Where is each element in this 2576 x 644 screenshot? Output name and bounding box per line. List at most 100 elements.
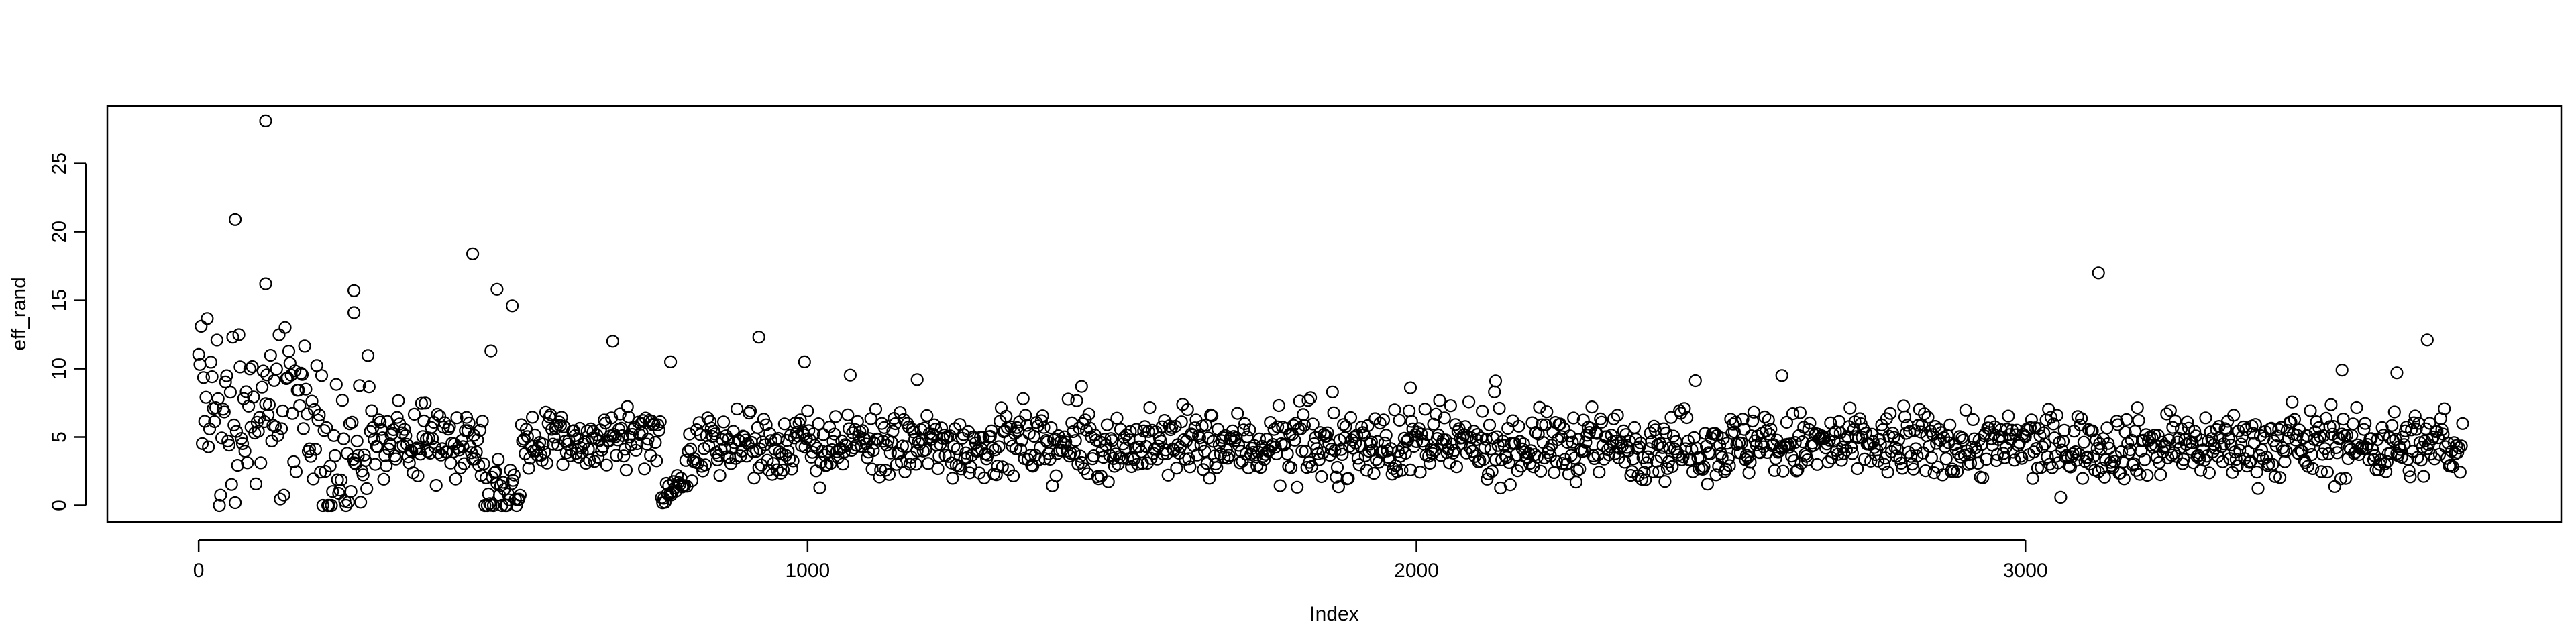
data-point (1390, 465, 1404, 478)
outlier-point (1775, 369, 1788, 382)
data-point (515, 418, 528, 431)
data-point (752, 461, 765, 474)
data-point (231, 458, 244, 472)
data-point (786, 454, 800, 468)
data-point (1580, 429, 1594, 442)
data-point (210, 333, 223, 347)
data-point (1110, 411, 1124, 425)
data-point (2284, 415, 2298, 429)
data-point (1312, 453, 1326, 466)
data-point (2038, 437, 2051, 451)
data-point (1762, 413, 1775, 427)
data-point (1081, 467, 1095, 480)
data-point (1737, 423, 1751, 436)
data-point (1713, 438, 1727, 452)
data-point (492, 453, 505, 466)
data-point (1006, 439, 1019, 453)
data-point (2328, 480, 2341, 493)
data-point (1786, 407, 1800, 421)
y-tick-label: 10 (48, 358, 70, 380)
data-point (1336, 447, 1349, 462)
data-point (846, 426, 859, 439)
data-point (773, 445, 786, 459)
data-point (1315, 470, 1328, 484)
data-point (1059, 435, 1073, 449)
data-point (908, 433, 922, 446)
data-point (1124, 425, 1137, 438)
data-point (1776, 464, 1790, 478)
data-point (1126, 451, 1140, 465)
data-point (1377, 413, 1391, 427)
data-point (1864, 454, 1878, 468)
data-point (2069, 445, 2082, 459)
data-point (698, 458, 712, 472)
data-point (2279, 444, 2293, 458)
data-point (2278, 455, 2292, 468)
data-point (879, 464, 892, 477)
data-point (1415, 427, 1428, 441)
y-axis: 0 5 10 15 20 25 (48, 152, 87, 511)
data-point (249, 477, 263, 491)
data-point (867, 443, 880, 458)
data-point (1769, 451, 1782, 466)
data-point (629, 443, 643, 457)
data-point (1316, 446, 1330, 460)
data-point (1427, 417, 1440, 431)
data-point (1569, 475, 1582, 489)
data-point (1639, 473, 1652, 486)
data-point (1445, 437, 1458, 451)
data-point (1264, 415, 1277, 429)
data-point (730, 402, 744, 416)
data-point (1462, 395, 1476, 409)
data-point (1271, 420, 1285, 433)
data-point (1821, 455, 1835, 469)
data-point (583, 453, 596, 467)
data-point (2251, 482, 2265, 495)
data-point (1009, 442, 1022, 455)
data-point (2324, 398, 2338, 411)
data-point (477, 457, 490, 471)
data-point (1554, 417, 1567, 431)
data-point (692, 416, 706, 429)
data-point (1835, 453, 1848, 467)
data-point (1155, 420, 1169, 433)
data-point (1788, 435, 1802, 449)
data-point (320, 421, 333, 435)
data-point (270, 362, 283, 376)
data-point (1897, 399, 1911, 413)
data-point (855, 424, 869, 437)
data-point (828, 427, 841, 441)
data-point (2014, 449, 2027, 463)
data-point (804, 450, 818, 464)
data-point (1522, 447, 1536, 460)
data-point (2214, 440, 2229, 453)
data-point (1836, 440, 1849, 454)
data-point (776, 463, 790, 477)
data-point (2188, 425, 2202, 438)
data-point (2026, 472, 2039, 485)
x-tick-label: 0 (193, 559, 205, 582)
data-point (2102, 437, 2115, 450)
data-point (2288, 413, 2301, 426)
data-point (2141, 468, 2154, 482)
data-point (2377, 429, 2390, 442)
data-point (2237, 420, 2250, 434)
data-point (2456, 417, 2469, 430)
data-point (2042, 402, 2055, 416)
data-point (888, 417, 902, 431)
data-point (367, 433, 381, 446)
data-point (496, 476, 510, 489)
data-point (1990, 453, 2003, 468)
data-point (456, 440, 470, 453)
data-point (785, 462, 798, 476)
data-point (1758, 410, 1772, 424)
data-point (614, 421, 628, 435)
data-point (254, 456, 268, 470)
data-point (274, 492, 287, 506)
data-point (2408, 409, 2422, 423)
data-point (2335, 427, 2349, 441)
data-point (1413, 466, 1427, 479)
data-point (262, 398, 276, 411)
data-point (2037, 426, 2051, 439)
data-point (1513, 435, 1527, 448)
